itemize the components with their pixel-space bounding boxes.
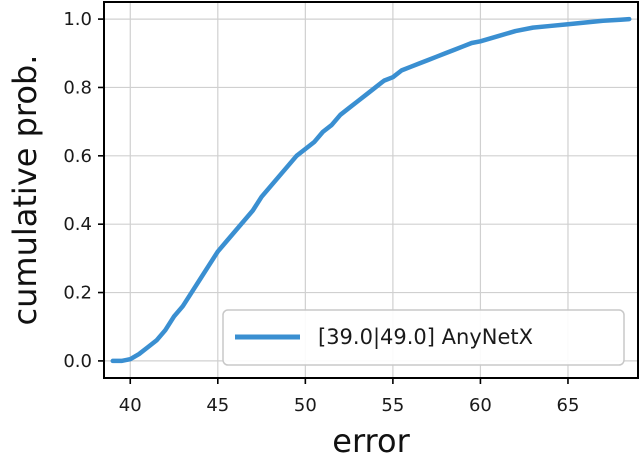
y-tick-label: 1.0 [63,9,92,30]
plot-frame [103,1,639,379]
y-tick-label: 0.4 [63,214,92,235]
legend-box [222,309,625,366]
x-axis-label: error [332,422,410,460]
legend: [39.0|49.0] AnyNetX [222,309,625,366]
x-tick-label: 45 [206,395,229,416]
x-tick-label: 60 [469,395,492,416]
x-tick-label: 40 [119,395,142,416]
y-axis-label: cumulative prob. [6,55,44,326]
x-axis-ticks: 40 45 50 55 60 65 [119,378,580,416]
y-tick-label: 0.8 [63,77,92,98]
x-tick-label: 55 [381,395,404,416]
x-tick-label: 65 [557,395,580,416]
series-line [110,16,632,364]
legend-label: [39.0|49.0] AnyNetX [318,325,533,350]
y-tick-label: 0.6 [63,146,92,167]
series-layer [110,16,632,364]
y-tick-label: 0.2 [63,283,92,304]
grid [104,2,638,378]
y-axis-ticks: 0.0 0.2 0.4 0.6 0.8 1.0 [63,9,104,372]
y-tick-label: 0.0 [63,351,92,372]
x-tick-label: 50 [294,395,317,416]
